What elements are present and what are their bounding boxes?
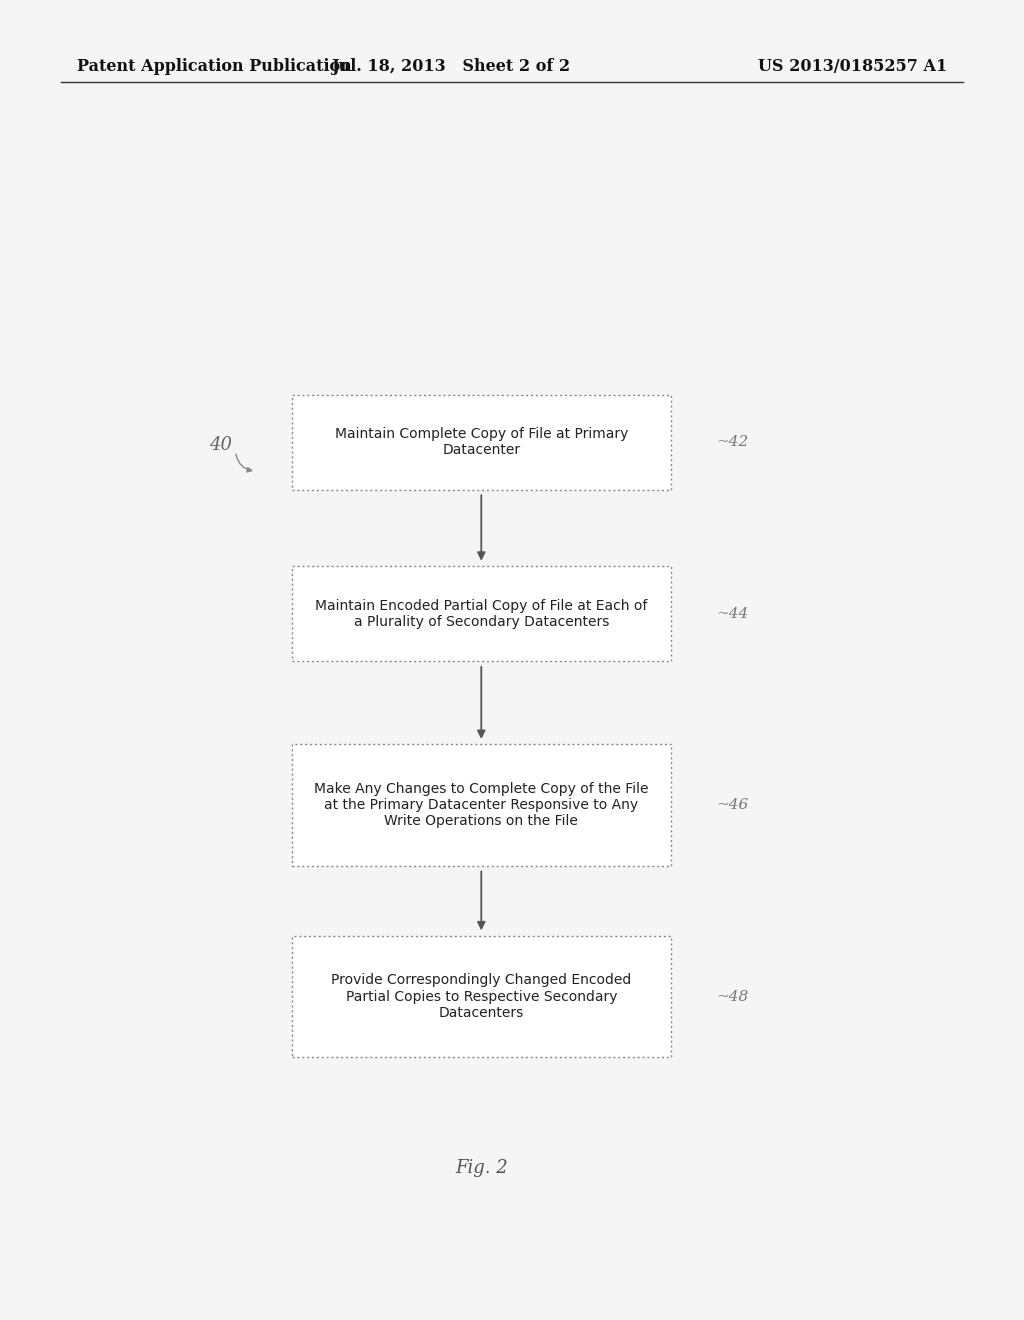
Text: Patent Application Publication: Patent Application Publication	[77, 58, 351, 75]
Text: ~44: ~44	[717, 607, 749, 620]
Text: Maintain Complete Copy of File at Primary
Datacenter: Maintain Complete Copy of File at Primar…	[335, 428, 628, 457]
FancyBboxPatch shape	[292, 566, 671, 661]
FancyBboxPatch shape	[292, 744, 671, 866]
Text: Provide Correspondingly Changed Encoded
Partial Copies to Respective Secondary
D: Provide Correspondingly Changed Encoded …	[331, 973, 632, 1020]
FancyBboxPatch shape	[292, 395, 671, 490]
Text: 40: 40	[209, 436, 231, 454]
Text: Maintain Encoded Partial Copy of File at Each of
a Plurality of Secondary Datace: Maintain Encoded Partial Copy of File at…	[315, 599, 647, 628]
Text: US 2013/0185257 A1: US 2013/0185257 A1	[758, 58, 947, 75]
Text: Make Any Changes to Complete Copy of the File
at the Primary Datacenter Responsi: Make Any Changes to Complete Copy of the…	[314, 781, 648, 829]
FancyBboxPatch shape	[292, 936, 671, 1057]
Text: ~46: ~46	[717, 799, 749, 812]
Text: ~42: ~42	[717, 436, 749, 449]
Text: Jul. 18, 2013   Sheet 2 of 2: Jul. 18, 2013 Sheet 2 of 2	[331, 58, 570, 75]
Text: ~48: ~48	[717, 990, 749, 1003]
Text: Fig. 2: Fig. 2	[455, 1159, 508, 1177]
